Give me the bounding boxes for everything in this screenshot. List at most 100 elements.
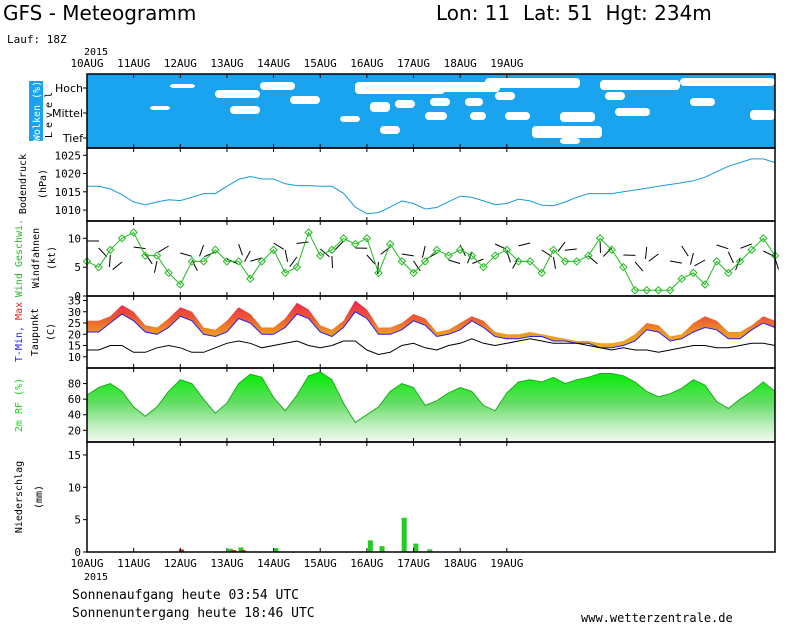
wind-barb bbox=[366, 254, 376, 265]
wind-barb bbox=[716, 244, 729, 250]
wind-point bbox=[514, 257, 523, 266]
temperature-unit: (C) bbox=[46, 323, 57, 341]
wind-tick-label: 10 bbox=[68, 232, 81, 245]
cloud-gap bbox=[340, 116, 360, 122]
wind-point bbox=[269, 245, 278, 255]
precip-ylabel: Niederschlag bbox=[14, 461, 25, 533]
wind-unit: (kt) bbox=[47, 246, 58, 270]
x-tick-label-bottom: 12AUG bbox=[164, 557, 197, 570]
wind-point bbox=[560, 257, 570, 266]
tmax-legend: Max bbox=[14, 302, 25, 320]
precip-bar bbox=[413, 543, 419, 552]
x-tick-label-top: 16AUG bbox=[350, 57, 383, 70]
cloud-gap bbox=[290, 96, 320, 104]
x-tick-label-top: 15AUG bbox=[304, 57, 337, 70]
wind-barb bbox=[518, 242, 531, 247]
wind-point bbox=[246, 274, 255, 283]
wind-barb bbox=[689, 252, 694, 265]
wind-point bbox=[176, 280, 185, 289]
pressure-ylabel: Bodendruck bbox=[18, 154, 29, 214]
cloud-ylabel: Wolken (%) bbox=[32, 81, 43, 141]
wind-point bbox=[327, 245, 337, 255]
cloud-gap bbox=[690, 98, 715, 106]
wind-point bbox=[479, 262, 488, 272]
wind-point bbox=[211, 245, 220, 255]
wind-point bbox=[315, 251, 325, 260]
x-tick-label-bottom: 17AUG bbox=[397, 557, 430, 570]
temperature-tick-label: 30 bbox=[68, 306, 81, 319]
cloud-gap bbox=[260, 82, 295, 90]
wind-barb-label: Windfahnen bbox=[31, 228, 42, 288]
wind-barb bbox=[401, 253, 414, 257]
humidity-area bbox=[87, 371, 775, 442]
precip-bar bbox=[238, 547, 244, 552]
wind-barb bbox=[153, 260, 158, 273]
pressure-tick-label: 1015 bbox=[55, 186, 82, 199]
cloud-gap bbox=[425, 112, 447, 120]
temperature-tick-label: 25 bbox=[68, 317, 81, 330]
cloud-gap bbox=[395, 100, 415, 108]
sunset-text: Sonnenuntergang heute 18:46 UTC bbox=[72, 606, 315, 621]
wind-barb bbox=[296, 241, 309, 244]
wind-point bbox=[700, 280, 710, 289]
website-label[interactable]: www.wetterzentrale.de bbox=[581, 611, 733, 625]
sunrise-text: Sonnenaufgang heute 03:54 UTC bbox=[72, 588, 299, 603]
wind-barb bbox=[158, 245, 169, 253]
precip-bar bbox=[240, 550, 246, 552]
temperature-tick-label: 10 bbox=[68, 351, 81, 364]
wind-barb bbox=[552, 256, 557, 269]
wind-point bbox=[689, 268, 698, 278]
cloud-gap bbox=[605, 92, 625, 100]
wind-barb bbox=[334, 240, 344, 250]
humidity-tick-label: 60 bbox=[68, 393, 81, 406]
wind-barb bbox=[644, 246, 648, 259]
cloud-gap bbox=[380, 126, 400, 134]
precip-bar bbox=[379, 546, 385, 552]
wind-barb bbox=[250, 257, 263, 262]
wind-barb bbox=[413, 260, 421, 272]
cloud-gap bbox=[615, 108, 650, 116]
wind-point bbox=[234, 257, 243, 266]
wind-point bbox=[677, 274, 686, 283]
tmin-legend: T-Min, bbox=[14, 320, 25, 362]
wind-point bbox=[82, 257, 92, 266]
wind-barb bbox=[740, 243, 752, 249]
wind-point bbox=[525, 257, 535, 266]
wind-point bbox=[455, 245, 465, 255]
precip-unit: (mm) bbox=[34, 485, 45, 509]
wind-barb bbox=[634, 261, 644, 272]
x-tick-label-top: 10AUG bbox=[70, 57, 103, 70]
cloud-level-letter: e bbox=[44, 122, 55, 128]
temperature-frame bbox=[86, 295, 776, 369]
wind-point bbox=[117, 234, 127, 243]
wind-barb bbox=[273, 242, 285, 250]
wind-point bbox=[619, 262, 628, 272]
pressure-tick-label: 1010 bbox=[55, 204, 82, 217]
x-tick-label-bottom: 18AUG bbox=[444, 557, 477, 570]
cloud-gap bbox=[430, 98, 450, 106]
wind-barb bbox=[112, 261, 123, 270]
wind-point bbox=[549, 245, 558, 255]
cloud-gap bbox=[170, 84, 195, 88]
wind-point bbox=[106, 245, 115, 255]
temperature-tick-label: 35 bbox=[68, 295, 81, 308]
cloud-level-hoch: Hoch bbox=[55, 82, 83, 95]
cloud-gap bbox=[355, 82, 445, 94]
cloud-level-letter: l bbox=[44, 92, 55, 98]
dewpoint-ylabel: Taupunkt bbox=[30, 308, 41, 356]
wind-point bbox=[502, 245, 512, 255]
x-tick-label-bottom: 13AUG bbox=[210, 557, 243, 570]
cloud-gap bbox=[505, 112, 530, 120]
humidity-tick-label: 80 bbox=[68, 378, 81, 391]
wind-point bbox=[607, 245, 616, 255]
wind-point bbox=[292, 262, 302, 272]
cloud-label-bg bbox=[29, 81, 43, 141]
cloud-level-mittel: Mittel bbox=[52, 107, 83, 120]
wind-barb bbox=[284, 249, 289, 262]
wind-point bbox=[374, 268, 383, 278]
cloud-gap bbox=[600, 80, 680, 90]
wind-point bbox=[654, 285, 663, 295]
precip-bar bbox=[178, 549, 184, 552]
cloud-gap bbox=[470, 112, 486, 120]
